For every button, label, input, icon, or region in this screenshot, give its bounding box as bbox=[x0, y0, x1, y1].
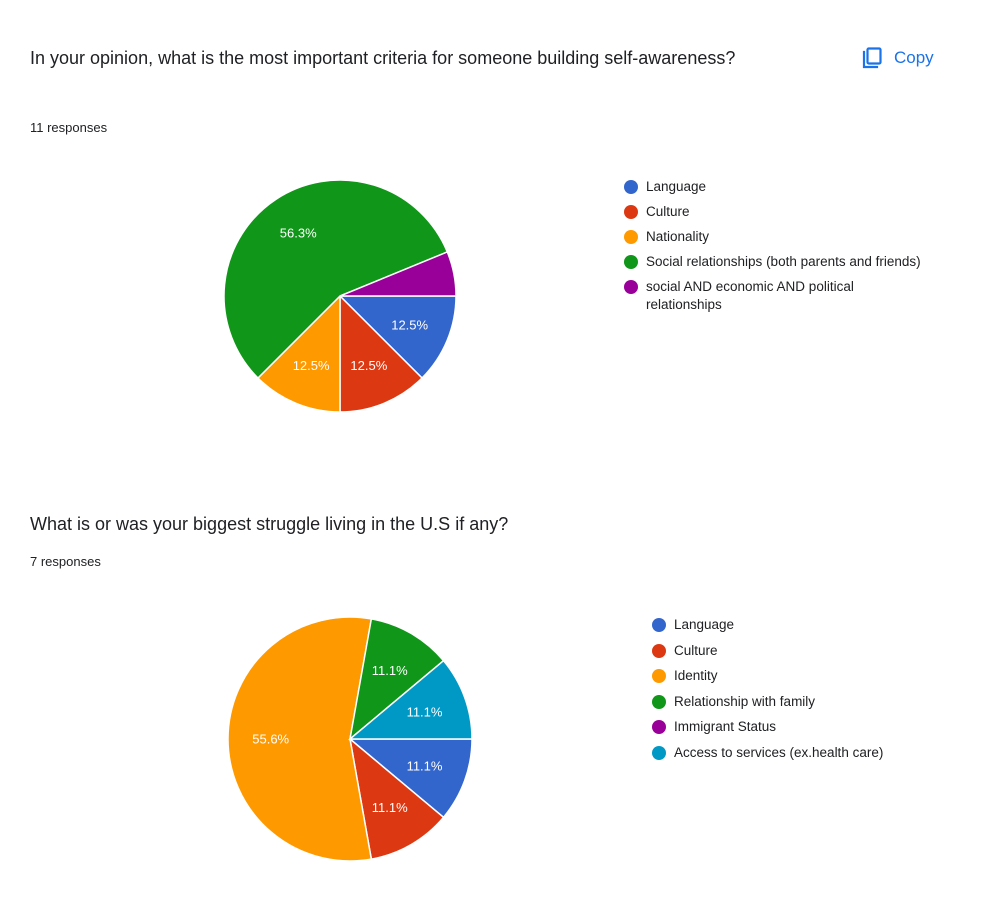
chart-legend: Language Culture Nationality Social relatio… bbox=[624, 178, 924, 321]
pie-chart: 12.5% 12.5% 12.5% 56.3% bbox=[223, 179, 457, 413]
legend-item-language: Language bbox=[652, 616, 972, 634]
data-label-culture: 11.1% bbox=[372, 800, 408, 815]
data-label-relationship-with-family: 11.1% bbox=[372, 663, 408, 678]
pie-slice-language bbox=[347, 738, 473, 819]
legend-item-culture: Culture bbox=[652, 642, 972, 660]
response-count: 11 responses bbox=[30, 120, 108, 135]
pie-slice-social-relationships-both-parents-and-friends bbox=[223, 179, 449, 380]
legend-item-relationship-with-family: Relationship with family bbox=[652, 693, 972, 711]
legend-label: Culture bbox=[674, 642, 718, 658]
legend-swatch bbox=[624, 280, 638, 294]
legend-label: Language bbox=[646, 179, 707, 194]
legend-swatch bbox=[624, 255, 638, 269]
data-label-nationality: 12.5% bbox=[293, 358, 330, 373]
legend-item-immigrant-status: Immigrant Status bbox=[652, 718, 972, 736]
pie-slice-culture bbox=[348, 737, 445, 860]
legend-label: Culture bbox=[646, 204, 690, 219]
legend-label: Immigrant Status bbox=[674, 719, 777, 734]
legend-swatch bbox=[624, 180, 638, 194]
legend-item-culture: Culture bbox=[624, 203, 924, 221]
legend-swatch bbox=[652, 694, 666, 709]
question-card-2: What is or was your biggest struggle liv… bbox=[0, 460, 998, 924]
legend-swatch bbox=[652, 643, 666, 658]
legend-swatch bbox=[652, 669, 666, 683]
data-label-language: 11.1% bbox=[407, 759, 443, 774]
response-count: 7 responses bbox=[30, 554, 101, 569]
data-label-language: 12.5% bbox=[391, 317, 428, 332]
data-label-access-to-services-ex-health-care: 11.1% bbox=[407, 704, 443, 719]
chart-legend: Language Culture Identity Relationship with… bbox=[652, 616, 972, 769]
data-label-social-relationships-both-parents-and-friends: 56.3% bbox=[280, 226, 317, 241]
legend-swatch bbox=[624, 205, 638, 219]
legend-swatch bbox=[652, 618, 666, 632]
question-title: What is or was your biggest struggle liv… bbox=[30, 514, 509, 534]
legend-label: social AND economic AND political relati… bbox=[646, 279, 854, 312]
pie-slice-social-and-economic-and-political-relationships bbox=[339, 250, 457, 297]
data-label-culture: 12.5% bbox=[350, 358, 387, 373]
legend-label: Identity bbox=[674, 668, 718, 683]
copy-button-label: Copy bbox=[894, 48, 934, 67]
question-card-1: In your opinion, what is the most import… bbox=[0, 0, 998, 460]
data-label-identity: 55.6% bbox=[252, 732, 289, 747]
copy-button[interactable]: Copy bbox=[852, 40, 942, 76]
legend-item-social-relationships-both-parents-and-friends: Social relationships (both parents and f… bbox=[624, 253, 924, 271]
legend-swatch bbox=[652, 720, 666, 734]
pie-slice-relationship-with-family bbox=[348, 618, 445, 741]
copy-icon bbox=[862, 47, 882, 69]
pie-slice-language bbox=[338, 295, 457, 380]
pie-slice-culture bbox=[339, 294, 424, 413]
legend-label: Language bbox=[674, 617, 735, 632]
pie-slice-nationality bbox=[256, 294, 341, 413]
pie-slice-identity bbox=[227, 616, 373, 862]
pie-slice-access-to-services-ex-health-care bbox=[347, 659, 473, 740]
legend-swatch bbox=[652, 745, 666, 760]
legend-item-access-to-services-ex-health-care: Access to services (ex.health care) bbox=[652, 744, 972, 762]
legend-label: Social relationships (both parents and f… bbox=[646, 254, 921, 269]
question-title: In your opinion, what is the most import… bbox=[30, 48, 736, 68]
legend-item-social-and-economic-and-political-relationships: social AND economic AND political relati… bbox=[624, 278, 924, 314]
legend-item-language: Language bbox=[624, 178, 924, 196]
legend-item-nationality: Nationality bbox=[624, 228, 924, 246]
pie-chart: 11.1% 11.1% 55.6% 11.1% 11.1% bbox=[227, 616, 473, 862]
legend-label: Access to services (ex.health care) bbox=[674, 744, 884, 760]
legend-item-identity: Identity bbox=[652, 667, 972, 685]
legend-swatch bbox=[624, 230, 638, 244]
legend-label: Nationality bbox=[646, 229, 710, 244]
legend-label: Relationship with family bbox=[674, 693, 816, 709]
